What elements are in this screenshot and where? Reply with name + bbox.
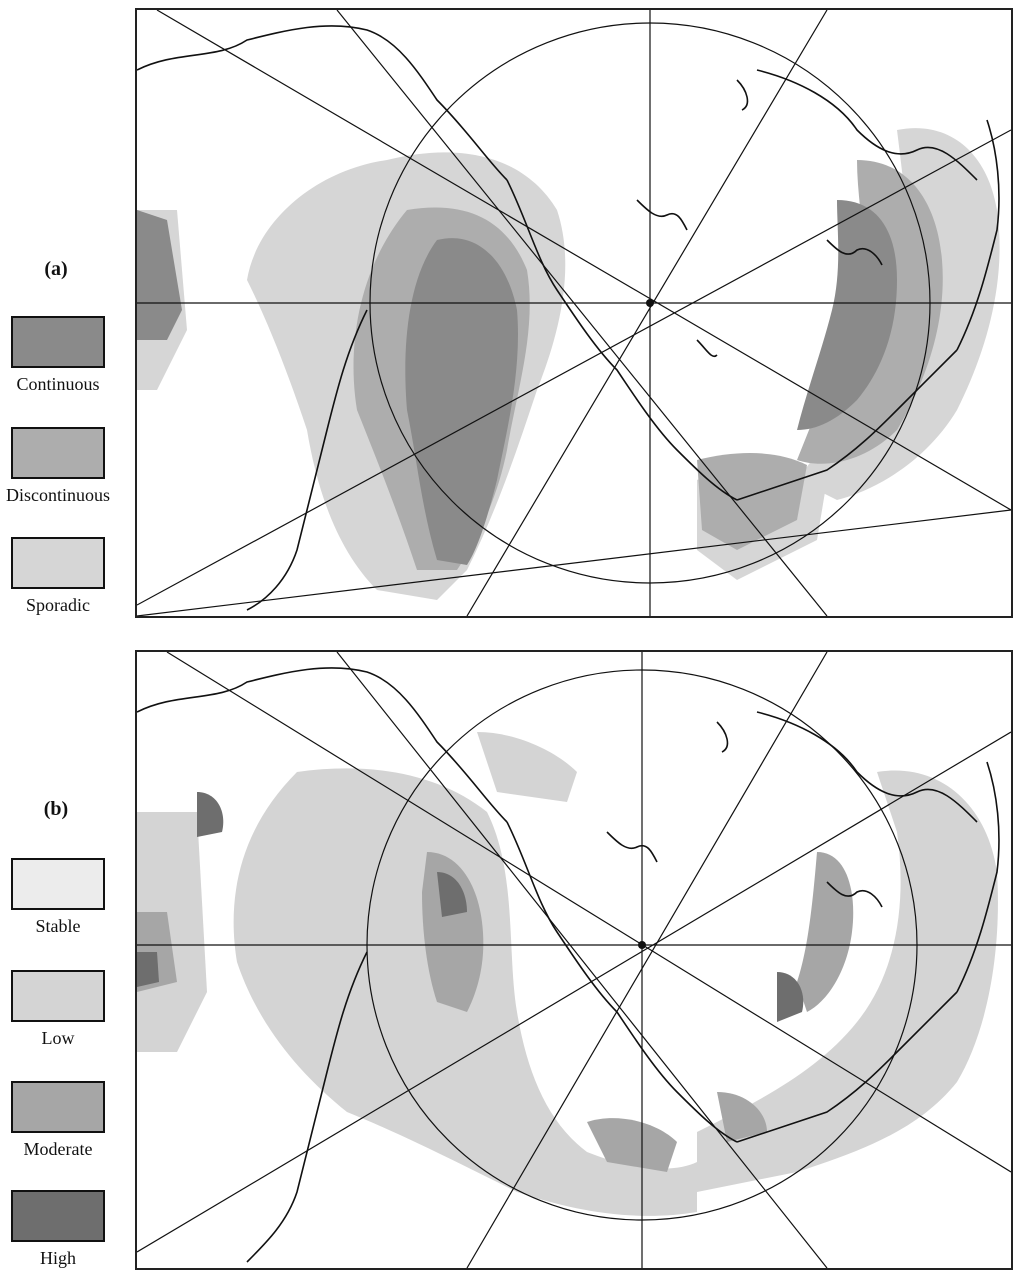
legend-item-moderate: Moderate	[0, 1081, 118, 1160]
hazard-map-b	[135, 650, 1013, 1270]
legend-swatch-moderate	[11, 1081, 105, 1133]
legend-label-sporadic: Sporadic	[26, 595, 90, 615]
legend-swatch-stable	[11, 858, 105, 910]
legend-swatch-sporadic	[11, 537, 105, 589]
legend-item-stable: Stable	[0, 858, 118, 937]
map-b-canvas	[137, 652, 1011, 1268]
legend-label-stable: Stable	[35, 916, 81, 936]
panel-a-label: (a)	[44, 258, 68, 280]
zone-continuous	[137, 200, 897, 565]
graticule	[137, 10, 1011, 616]
map-a-canvas	[137, 10, 1011, 616]
legend-item-high: High	[0, 1190, 118, 1269]
legend-label-moderate: Moderate	[23, 1139, 93, 1159]
legend-item-discontinuous: Discontinuous	[0, 427, 118, 506]
zone-low	[137, 732, 998, 1216]
legend-swatch-discontinuous	[11, 427, 105, 479]
panel-b-label: (b)	[43, 798, 69, 820]
legend-item-continuous: Continuous	[0, 316, 118, 395]
permafrost-map-a	[135, 8, 1013, 618]
north-pole-marker	[646, 299, 654, 307]
north-pole-marker	[638, 941, 646, 949]
legend-item-low: Low	[0, 970, 118, 1049]
legend-label-discontinuous: Discontinuous	[5, 485, 110, 505]
graticule	[137, 652, 1011, 1268]
legend-swatch-high	[11, 1190, 105, 1242]
zone-high	[137, 792, 804, 1022]
legend-label-continuous: Continuous	[16, 374, 100, 394]
legend-item-sporadic: Sporadic	[0, 537, 118, 616]
coastlines	[137, 667, 1000, 1263]
legend-swatch-low	[11, 970, 105, 1022]
legend-label-low: Low	[41, 1028, 75, 1048]
legend-label-high: High	[40, 1248, 76, 1268]
legend-swatch-continuous	[11, 316, 105, 368]
